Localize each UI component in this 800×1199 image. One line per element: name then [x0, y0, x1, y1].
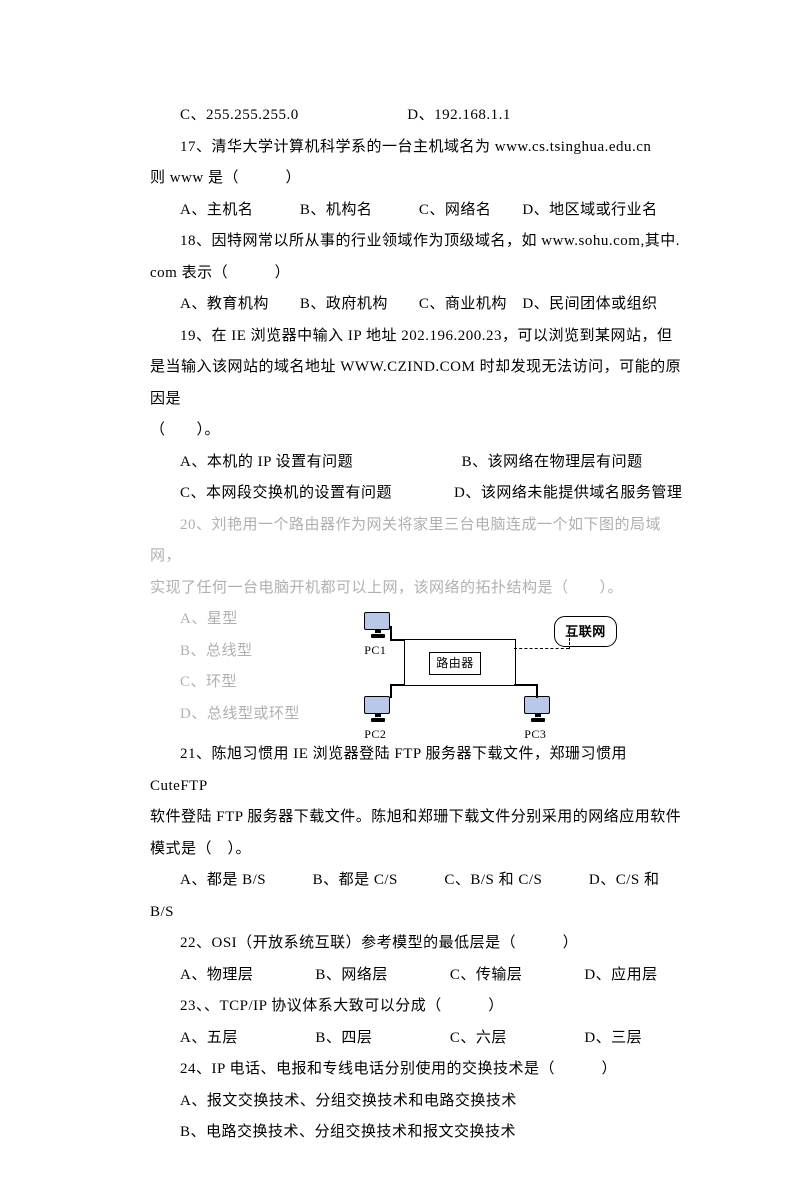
- line-pc1: [390, 626, 392, 640]
- q22-stem: 22、OSI（开放系统互联）参考模型的最低层是（ ）: [150, 928, 685, 960]
- q23-options: A、五层 B、四层 C、六层 D、三层: [150, 1023, 685, 1055]
- router-outer-box: [404, 639, 516, 686]
- q17-stem-2: 则 www 是（ ）: [150, 163, 685, 195]
- q18-options: A、教育机构 B、政府机构 C、商业机构 D、民间团体或组织: [150, 289, 685, 321]
- line-pc1-h: [390, 639, 405, 641]
- pc3-icon: [524, 696, 552, 718]
- line-pc2-h: [390, 684, 405, 686]
- line-pc2-v: [390, 684, 392, 698]
- line-pc3-h: [514, 684, 537, 686]
- q18-stem-1: 18、因特网常以所从事的行业领域作为顶级域名，如 www.sohu.com,其中…: [150, 226, 685, 258]
- q17-options: A、主机名 B、机构名 C、网络名 D、地区域或行业名: [150, 195, 685, 227]
- pc1-label: PC1: [364, 638, 386, 663]
- pc3-label: PC3: [524, 722, 546, 747]
- pc1-icon: [364, 612, 392, 634]
- q19-stem-3: （ ）。: [150, 415, 685, 447]
- q20-option-a: A、星型: [150, 604, 320, 636]
- q20-option-c: C、环型: [150, 667, 320, 699]
- q21-options: A、都是 B/S B、都是 C/S C、B/S 和 C/S D、C/S 和 B/…: [150, 865, 685, 928]
- q21-stem-2: 软件登陆 FTP 服务器下载文件。陈旭和郑珊下载文件分别采用的网络应用软件: [150, 802, 685, 834]
- q20-options-and-diagram: A、星型 B、总线型 C、环型 D、总线型或环型 PC1 PC2 PC3 路由器: [150, 604, 685, 739]
- q24-stem: 24、IP 电话、电报和专线电话分别使用的交换技术是（ ）: [150, 1054, 685, 1086]
- dash-to-internet-h: [514, 648, 569, 649]
- q21-stem-3: 模式是（ ）。: [150, 834, 685, 866]
- q19-options-ab: A、本机的 IP 设置有问题 B、该网络在物理层有问题: [150, 447, 685, 479]
- q24-option-b: B、电路交换技术、分组交换技术和报文交换技术: [150, 1117, 685, 1149]
- q20-option-d: D、总线型或环型: [150, 699, 320, 731]
- pc2-icon: [364, 696, 392, 718]
- line-pc3-v: [536, 684, 538, 698]
- q19-stem-2: 是当输入该网站的域名地址 WWW.CZIND.COM 时却发现无法访问，可能的原…: [150, 352, 685, 415]
- network-diagram: PC1 PC2 PC3 路由器 互联网: [344, 604, 624, 739]
- q19-stem-1: 19、在 IE 浏览器中输入 IP 地址 202.196.200.23，可以浏览…: [150, 321, 685, 353]
- q20-option-b: B、总线型: [150, 636, 320, 668]
- q24-option-a: A、报文交换技术、分组交换技术和电路交换技术: [150, 1086, 685, 1118]
- q17-stem-1: 17、清华大学计算机科学系的一台主机域名为 www.cs.tsinghua.ed…: [150, 132, 685, 164]
- q18-stem-2: com 表示（ ）: [150, 258, 685, 290]
- q20-stem-2: 实现了任何一台电脑开机都可以上网，该网络的拓扑结构是（ ）。: [150, 573, 685, 605]
- q21-stem-1: 21、陈旭习惯用 IE 浏览器登陆 FTP 服务器下载文件，郑珊习惯用 Cute…: [150, 739, 685, 802]
- q19-options-cd: C、本网段交换机的设置有问题 D、该网络未能提供域名服务管理: [150, 478, 685, 510]
- q23-stem: 23、、TCP/IP 协议体系大致可以分成（ ）: [150, 991, 685, 1023]
- q22-options: A、物理层 B、网络层 C、传输层 D、应用层: [150, 960, 685, 992]
- q20-options: A、星型 B、总线型 C、环型 D、总线型或环型: [150, 604, 320, 730]
- internet-box: 互联网: [554, 616, 617, 647]
- q20-stem-1: 20、刘艳用一个路由器作为网关将家里三台电脑连成一个如下图的局域网，: [150, 510, 685, 573]
- pc2-label: PC2: [364, 722, 386, 747]
- dash-to-internet-v: [569, 634, 570, 649]
- q16-options-cd: C、255.255.255.0 D、192.168.1.1: [150, 100, 685, 132]
- document-page: C、255.255.255.0 D、192.168.1.1 17、清华大学计算机…: [0, 0, 800, 1199]
